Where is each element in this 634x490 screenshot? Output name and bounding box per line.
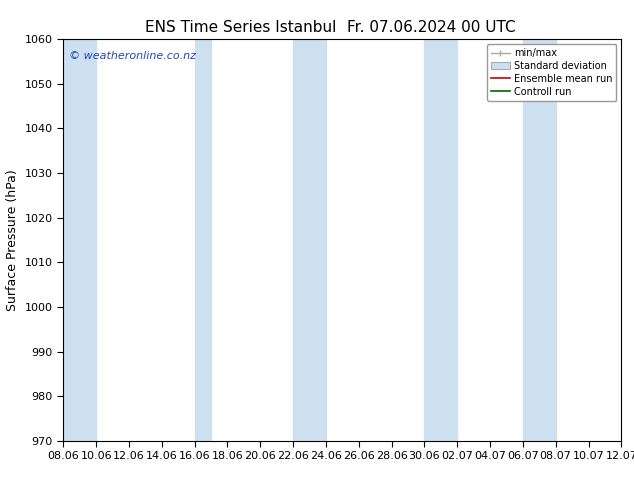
Bar <box>523 39 555 441</box>
Text: Fr. 07.06.2024 00 UTC: Fr. 07.06.2024 00 UTC <box>347 20 515 35</box>
Legend: min/max, Standard deviation, Ensemble mean run, Controll run: min/max, Standard deviation, Ensemble me… <box>487 44 616 100</box>
Y-axis label: Surface Pressure (hPa): Surface Pressure (hPa) <box>6 169 19 311</box>
Bar <box>195 39 211 441</box>
Text: ENS Time Series Istanbul: ENS Time Series Istanbul <box>145 20 337 35</box>
Bar <box>424 39 457 441</box>
Bar <box>63 39 96 441</box>
Bar <box>293 39 326 441</box>
Text: © weatheronline.co.nz: © weatheronline.co.nz <box>69 51 196 61</box>
